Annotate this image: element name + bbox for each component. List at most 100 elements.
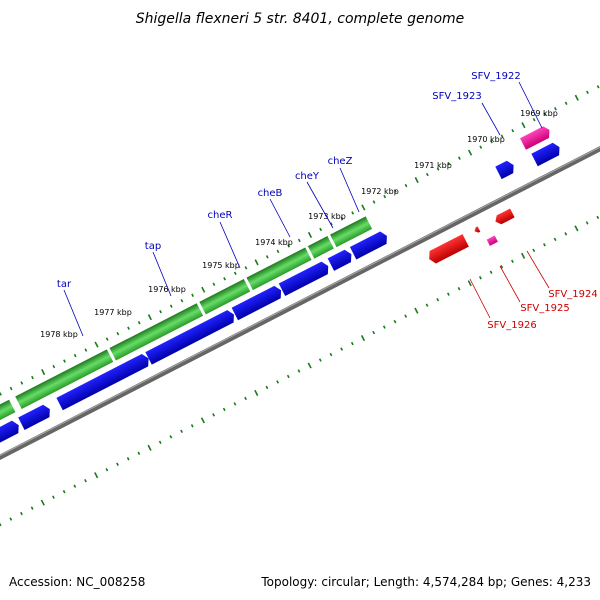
gene-arrow[interactable]	[18, 403, 53, 430]
gene-bar-cheR[interactable]	[199, 279, 251, 315]
scale-label: 1976 kbp	[148, 285, 186, 294]
scale-tick	[41, 369, 46, 376]
scale-tick	[105, 337, 109, 341]
scale-tick	[62, 489, 66, 494]
scale-tick	[479, 145, 483, 149]
leader-line	[499, 265, 521, 303]
gene-label-SFV_1925[interactable]: SFV_1925	[520, 303, 569, 314]
scale-tick	[286, 374, 290, 379]
scale-label: 1969 kbp	[520, 109, 558, 118]
gene-arrow[interactable]	[327, 248, 355, 271]
gene-arrow[interactable]	[0, 419, 22, 450]
scale-tick	[233, 402, 237, 406]
scale-tick	[340, 216, 344, 221]
scale-tick	[73, 484, 77, 488]
gene-arrow[interactable]	[56, 352, 151, 411]
scale-tick	[543, 243, 546, 247]
scale-tick	[329, 222, 333, 226]
scale-label: 1974 kbp	[255, 238, 293, 247]
gene-label-SFV_1926[interactable]: SFV_1926	[487, 320, 536, 331]
gene-arrow[interactable]	[145, 308, 237, 365]
gene-label-tap[interactable]: tap	[145, 241, 161, 252]
scale-tick	[532, 118, 536, 122]
scale-tick	[200, 417, 205, 424]
scale-tick	[489, 270, 493, 274]
gene-label-cheR[interactable]: cheR	[208, 210, 233, 221]
gene-arrow[interactable]	[278, 260, 332, 297]
scale-tick	[457, 287, 461, 291]
scale-tick	[105, 468, 109, 472]
leader-line	[306, 181, 334, 229]
gene-arrow-pink-forward[interactable]	[520, 125, 553, 150]
gene-label-cheY[interactable]: cheY	[295, 171, 320, 182]
gene-label-SFV_1923[interactable]: SFV_1923	[432, 91, 481, 102]
scale-tick	[9, 517, 13, 521]
map-title: Shigella flexneri 5 str. 8401, complete …	[136, 11, 465, 27]
gene-label-SFV_1924[interactable]: SFV_1924	[548, 289, 597, 300]
scale-tick	[20, 381, 24, 385]
gene-arrow-SFV_1923[interactable]	[495, 159, 517, 180]
gene-label-cheB[interactable]: cheB	[258, 188, 283, 199]
scale-tick	[297, 238, 301, 243]
gene-bar-cheY[interactable]	[307, 236, 334, 259]
scale-tick	[436, 297, 440, 302]
gene-arrow[interactable]	[231, 284, 285, 321]
scale-tick	[158, 440, 162, 444]
scale-tick	[500, 134, 504, 138]
leader-line	[152, 251, 172, 297]
gene-bar-cheB[interactable]	[246, 247, 312, 291]
scale-tick	[180, 429, 183, 434]
gene-arrow-SFV_1922[interactable]	[531, 141, 562, 167]
scale-tick	[94, 341, 99, 348]
scale-tick	[564, 232, 568, 236]
scale-tick	[191, 293, 194, 297]
gene-arrow-SFV_1925[interactable]	[473, 226, 481, 234]
scale-tick	[116, 462, 119, 466]
scale-tick	[244, 396, 247, 401]
scale-tick	[404, 183, 408, 188]
scale-tick	[20, 511, 23, 516]
scale-tick	[84, 478, 87, 483]
accession-text: Accession: NC_008258	[9, 575, 145, 589]
gene-bar-tap[interactable]	[109, 303, 204, 361]
leader-line	[339, 167, 360, 213]
scale-tick	[350, 341, 354, 346]
scale-label: 1977 kbp	[94, 308, 132, 317]
scale-tick	[212, 413, 215, 417]
scale-tick	[585, 221, 589, 225]
scale-tick	[564, 101, 568, 105]
gene-bar[interactable]	[0, 399, 16, 432]
scale-tick	[94, 472, 99, 479]
scale-tick	[340, 347, 344, 351]
scale-tick	[0, 522, 2, 527]
gene-arrow-pink-reverse[interactable]	[486, 235, 498, 246]
scale-tick	[393, 189, 397, 193]
gene-bar-cheZ[interactable]	[330, 216, 373, 248]
gene-bar-tar[interactable]	[15, 349, 114, 409]
genome-backbone	[0, 108, 600, 498]
scale-tick	[201, 286, 206, 293]
gene-arrow-SFV_1924[interactable]	[493, 208, 515, 227]
scale-tick	[458, 156, 461, 160]
gene-label-SFV_1922[interactable]: SFV_1922	[471, 71, 520, 82]
scale-tick	[586, 90, 589, 94]
scale-tick	[223, 277, 226, 281]
scale-tick	[521, 252, 526, 259]
gene-arrow-SFV_1926[interactable]	[426, 234, 469, 265]
gene-arrow[interactable]	[349, 230, 390, 260]
scale-tick	[319, 227, 323, 232]
scale-tick	[276, 380, 280, 384]
scale-tick	[467, 149, 473, 156]
gene-label-tar[interactable]: tar	[57, 279, 72, 290]
scale-label: 1970 kbp	[467, 135, 505, 144]
scale-tick	[414, 307, 419, 314]
scale-tick	[0, 392, 2, 396]
gene-label-cheZ[interactable]: cheZ	[328, 156, 353, 167]
leader-line	[269, 198, 291, 238]
forward-gene-labels: SFV_1922 SFV_1923 cheZ cheY cheB cheR ta…	[57, 71, 543, 337]
leader-line	[219, 221, 241, 269]
scale-tick	[244, 266, 248, 270]
scale-labels: 1969 kbp 1970 kbp 1971 kbp 1972 kbp 1973…	[40, 109, 558, 339]
scale-tick	[318, 358, 322, 362]
